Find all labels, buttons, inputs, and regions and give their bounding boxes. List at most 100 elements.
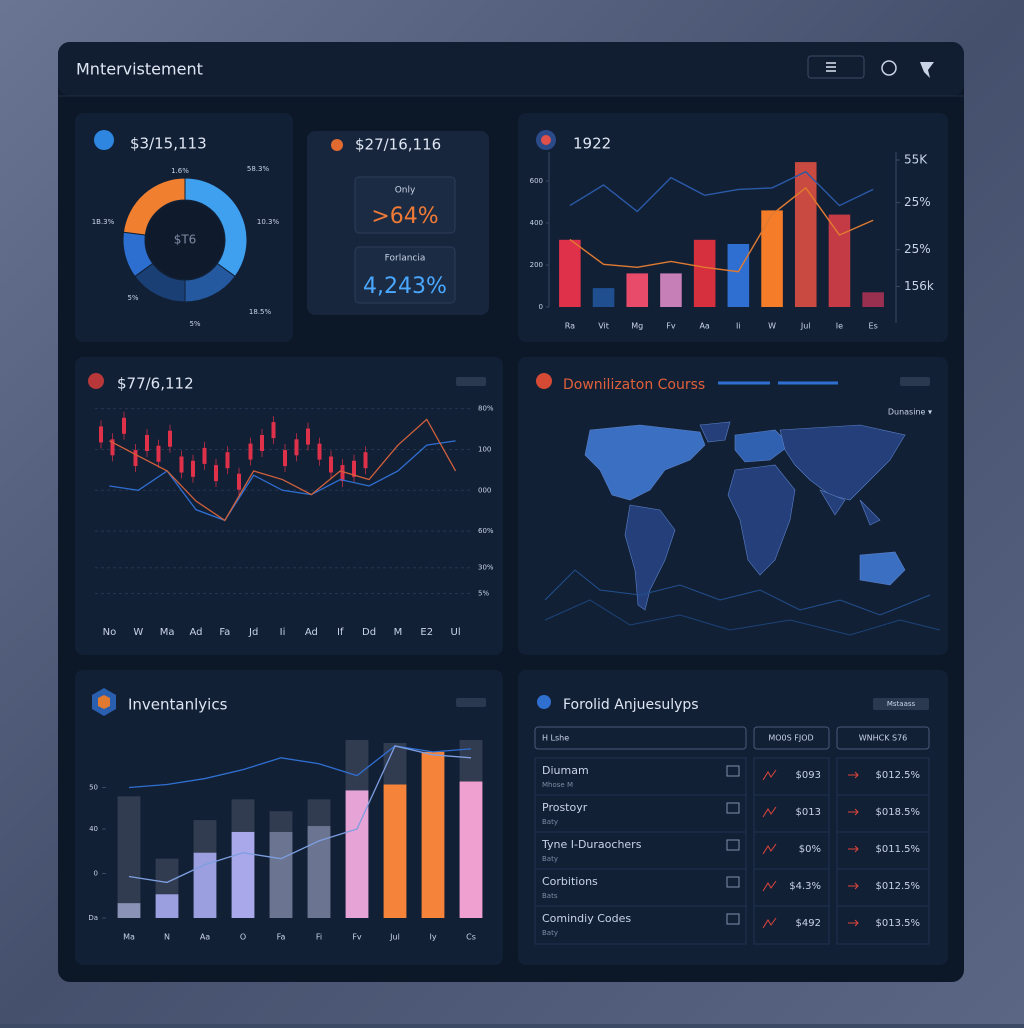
candle: [191, 460, 195, 477]
badge-text[interactable]: Mstaass: [887, 700, 916, 708]
trend-icon: [762, 880, 777, 892]
bar: [345, 790, 369, 918]
chart-title: Inventanlyics: [128, 696, 228, 714]
chip[interactable]: [900, 377, 930, 386]
x-tick-label: Iy: [429, 933, 436, 942]
y2-tick-label: 55K: [904, 153, 928, 167]
column-label: H Lshe: [542, 734, 569, 743]
x-tick-label: Ra: [565, 322, 575, 331]
bar: [693, 239, 716, 307]
bar: [626, 273, 649, 307]
gear-icon: [331, 139, 343, 151]
y-tick-label: 200: [530, 261, 543, 269]
bar: [794, 162, 817, 307]
candle: [317, 443, 322, 460]
x-tick-label: Fa: [219, 627, 230, 638]
trend-icon: [762, 806, 777, 818]
kpi-box: [354, 176, 456, 234]
y-tick-label: 400: [530, 219, 543, 227]
bar: [459, 781, 483, 918]
bar: [383, 784, 407, 918]
app-title: Mntervistement: [76, 60, 203, 79]
globe-icon: [94, 130, 114, 150]
bar: [761, 210, 783, 307]
map-wave: [544, 569, 931, 616]
table-column: [534, 757, 747, 945]
cell: $093: [796, 770, 821, 781]
row-name: Prostoyr: [542, 801, 588, 814]
column-header: [534, 726, 747, 750]
row-icon: [726, 765, 740, 777]
candle: [340, 465, 345, 482]
bar: [269, 831, 293, 918]
x-tick-label: Jul: [800, 322, 811, 331]
x-tick-label: Ii: [736, 322, 741, 331]
cell: $013: [796, 807, 821, 818]
x-tick-label: Es: [869, 322, 878, 331]
line: [128, 745, 472, 789]
candle: [179, 456, 184, 473]
cell: $013.5%: [876, 918, 921, 929]
bar: [828, 214, 851, 307]
cell: $012.5%: [876, 881, 921, 892]
chart-title: $3/15,113: [130, 135, 207, 153]
y-tick-label: 80%: [478, 405, 494, 413]
badge[interactable]: [873, 698, 929, 710]
arrow-icon: [848, 882, 859, 890]
donut-label: 10.3%: [257, 218, 280, 226]
candle: [202, 447, 207, 464]
y-tick-label: Da: [88, 914, 98, 922]
line: [109, 418, 457, 522]
x-tick-label: Fv: [352, 933, 362, 942]
donut-label: 58.3%: [247, 165, 270, 173]
column-header: [753, 726, 830, 750]
trend-icon: [762, 843, 777, 855]
y-tick-label: 30%: [478, 564, 494, 572]
user-icon[interactable]: [920, 62, 934, 78]
row-sub: Mhose M: [542, 781, 573, 789]
row-sub: Baty: [542, 818, 558, 826]
x-tick-label: Ma: [160, 627, 175, 638]
cell: $012.5%: [876, 770, 921, 781]
row-sub: Baty: [542, 929, 558, 937]
line: [569, 186, 874, 273]
arrow-icon: [848, 808, 859, 816]
card: [518, 670, 948, 965]
x-tick-label: W: [768, 322, 776, 331]
dropdown[interactable]: Dunasine ▾: [888, 408, 932, 417]
bar: [660, 273, 682, 307]
table-column: [753, 757, 830, 945]
settings-icon[interactable]: [881, 60, 897, 76]
x-tick-label: O: [240, 933, 246, 942]
x-tick-label: Vit: [598, 322, 609, 331]
bar: [231, 831, 255, 918]
bar: [592, 288, 615, 307]
background-bar: [117, 796, 141, 918]
bar: [727, 244, 750, 307]
x-tick-label: Aa: [699, 322, 709, 331]
chip[interactable]: [456, 377, 486, 386]
candle: [133, 450, 138, 467]
menu-button[interactable]: [807, 55, 865, 79]
donut-label: 18.5%: [249, 308, 272, 316]
kpi-box: [354, 246, 456, 304]
cell: $018.5%: [876, 807, 921, 818]
x-tick-label: Fi: [316, 933, 322, 942]
candle: [110, 439, 115, 456]
x-tick-label: Fa: [277, 933, 286, 942]
x-tick-label: Mg: [631, 322, 643, 331]
candle: [122, 417, 126, 434]
y-tick-label: 50: [89, 783, 98, 791]
hex-icon: [98, 695, 110, 709]
row-icon: [726, 876, 740, 888]
x-tick-label: Jul: [389, 933, 400, 942]
line: [128, 745, 472, 884]
bar: [193, 852, 217, 918]
chip[interactable]: [456, 698, 486, 707]
column-label: MO0S FJOD: [768, 734, 813, 743]
y-tick-label: 5%: [478, 590, 489, 598]
trend-icon: [762, 917, 777, 929]
row-name: Diumam: [542, 764, 589, 777]
arrow-icon: [848, 845, 859, 853]
